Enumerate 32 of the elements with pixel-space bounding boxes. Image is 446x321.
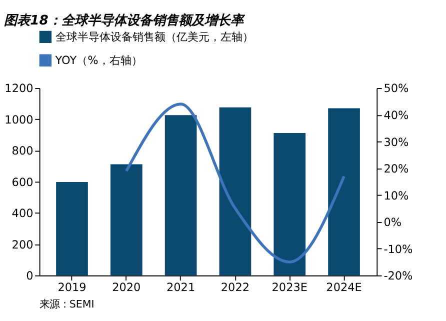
y-tick-label: 1200 [4,82,34,96]
bar [164,115,197,276]
bar [110,164,142,276]
bar [219,107,252,276]
y-tick-label: 400 [12,207,34,220]
x-tick-label: 2023E [272,280,308,294]
x-tick-label: 2021 [166,280,196,294]
bar [328,108,360,276]
y2-tick-label: 0% [384,216,402,230]
y2-tick-label: 30% [384,136,409,149]
y2-tick-label: 20% [384,162,409,176]
y2-tick-label: 50% [384,82,409,96]
x-tick-label: 2022 [220,280,250,294]
y2-tick-label: 40% [384,109,409,122]
y2-tick-label: -20% [384,270,414,283]
legend-label: 全球半导体设备销售额（亿美元，左轴） [55,30,254,44]
y2-tick-label: -10% [384,242,414,256]
x-tick-label: 2024E [326,280,362,294]
x-tick-label: 2020 [112,280,141,294]
source-note: 来源：SEMI [39,298,94,310]
chart-title: 图表18：全球半导体设备销售额及增长率 [4,12,246,28]
x-tick-label: 2019 [58,280,86,294]
y-tick-label: 600 [12,176,34,189]
line-series [124,102,346,264]
y2-tick-label: 10% [384,189,409,202]
y-tick-label: 1000 [4,113,34,126]
legend-label: YOY（%，右轴） [54,54,142,68]
y-tick-label: 800 [12,144,34,158]
y-tick-label: 200 [12,238,34,252]
y-tick-label: 0 [26,270,34,283]
bar [274,132,306,276]
bar [56,182,88,276]
